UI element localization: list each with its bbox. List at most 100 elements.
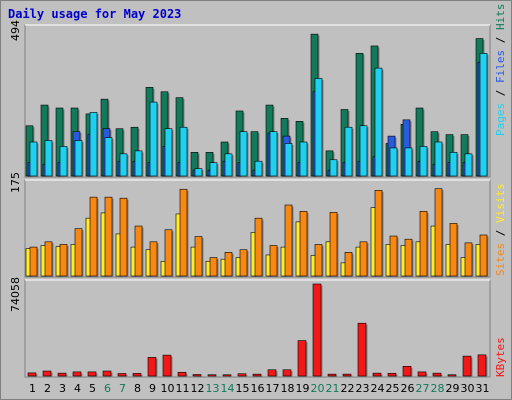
kbytes-bar: [477, 354, 487, 377]
visits-bar: [179, 188, 188, 277]
kbytes-bar: [312, 283, 322, 377]
middle-axis-max-label: 175: [9, 172, 22, 193]
pages-bar: [74, 140, 83, 177]
day-label: 31: [476, 382, 490, 395]
panel-frames: [24, 24, 491, 378]
kbytes-bar: [297, 340, 307, 377]
legend-sep: /: [494, 30, 507, 50]
pages-bar: [164, 128, 173, 177]
day-label: 11: [176, 382, 190, 395]
day-label: 3: [59, 382, 66, 395]
pages-bar: [44, 140, 53, 177]
day-label: 8: [134, 382, 141, 395]
day-label: 25: [386, 382, 400, 395]
pages-bar: [254, 160, 263, 177]
visits-bar: [29, 246, 38, 277]
day-label: 21: [326, 382, 340, 395]
visits-bar: [389, 235, 398, 277]
visits-bar: [449, 223, 458, 277]
visits-bar: [209, 257, 218, 277]
pages-bar: [224, 153, 233, 177]
visits-bar: [419, 211, 428, 277]
chart-title: Daily usage for May 2023: [8, 7, 182, 21]
day-label: 23: [356, 382, 370, 395]
visits-bar: [74, 228, 83, 277]
day-label: 13: [206, 382, 220, 395]
day-label: 2: [44, 382, 51, 395]
day-label: 7: [119, 382, 126, 395]
kbytes-bar: [87, 371, 97, 377]
day-label: 10: [161, 382, 175, 395]
pages-bar: [149, 101, 158, 177]
visits-bar: [299, 211, 308, 277]
kbytes-bar-shadow: [194, 376, 203, 378]
pages-bar: [59, 146, 68, 177]
kbytes-bar: [117, 373, 127, 377]
kbytes-bar: [282, 369, 292, 377]
bottom-axis-max-label: 74058: [9, 277, 22, 312]
day-label: 4: [74, 382, 81, 395]
pages-bar: [89, 112, 98, 177]
day-label: 24: [371, 382, 385, 395]
kbytes-bar: [132, 373, 142, 377]
top-legend: Pages / Files / Hits: [494, 4, 507, 137]
visits-bar: [164, 229, 173, 277]
day-label: 16: [251, 382, 265, 395]
legend-pages: Pages: [494, 103, 507, 136]
day-label: 19: [296, 382, 310, 395]
visits-bar: [314, 244, 323, 277]
day-label: 6: [104, 382, 111, 395]
kbytes-bar-shadow: [344, 375, 353, 378]
kbytes-bar: [42, 370, 52, 377]
visits-bar: [44, 241, 53, 277]
pages-bar: [194, 168, 203, 177]
day-labels: 1 2 3 4 5 6 7 8 9 10 11 12 13 14 15 16 17 18 19 20 21 22 23 24 2…: [29, 382, 490, 395]
legend-hits: Hits: [494, 4, 507, 31]
visits-bar: [134, 225, 143, 277]
pages-bar: [269, 131, 278, 177]
day-label: 26: [401, 382, 415, 395]
visits-bar: [149, 241, 158, 277]
kbytes-bar: [57, 372, 67, 377]
kbytes-bar: [327, 373, 337, 377]
kbytes-bar-shadow: [224, 376, 233, 378]
pages-bar: [29, 141, 38, 177]
visits-bar: [104, 196, 113, 277]
legend-files: Files: [494, 50, 507, 83]
visits-bar: [269, 245, 278, 277]
kbytes-bar-shadow: [239, 375, 248, 378]
kbytes-bar: [72, 371, 82, 377]
pages-bar: [299, 141, 308, 177]
visits-bar: [374, 190, 383, 277]
kbytes-bar: [342, 373, 352, 377]
pages-bar: [329, 159, 338, 177]
bottom-legend: KBytes: [494, 337, 507, 377]
pages-bar: [419, 146, 428, 177]
pages-bar: [209, 162, 218, 177]
kbytes-bar: [372, 372, 382, 377]
kbytes-bar: [177, 371, 187, 377]
kbytes-bar: [162, 354, 172, 377]
day-label: 20: [311, 382, 325, 395]
kbytes-bar: [252, 373, 262, 377]
kbytes-bar: [207, 374, 217, 377]
pages-bar: [134, 150, 143, 177]
pages-bar: [344, 126, 353, 177]
visits-bar: [254, 217, 263, 277]
visits-bar: [359, 241, 368, 277]
pages-bar: [359, 125, 368, 177]
day-label: 1: [29, 382, 36, 395]
legend-visits: Visits: [494, 183, 507, 223]
visits-bar: [404, 238, 413, 277]
visits-bar: [434, 188, 443, 277]
day-label: 29: [446, 382, 460, 395]
day-label: 15: [236, 382, 250, 395]
pages-bar: [179, 126, 188, 177]
visits-bar: [239, 249, 248, 277]
kbytes-bar: [402, 366, 412, 377]
pages-bar: [449, 152, 458, 177]
day-label: 5: [89, 382, 96, 395]
kbytes-bar: [432, 372, 442, 377]
top-axis-max-label: 494: [9, 20, 22, 41]
